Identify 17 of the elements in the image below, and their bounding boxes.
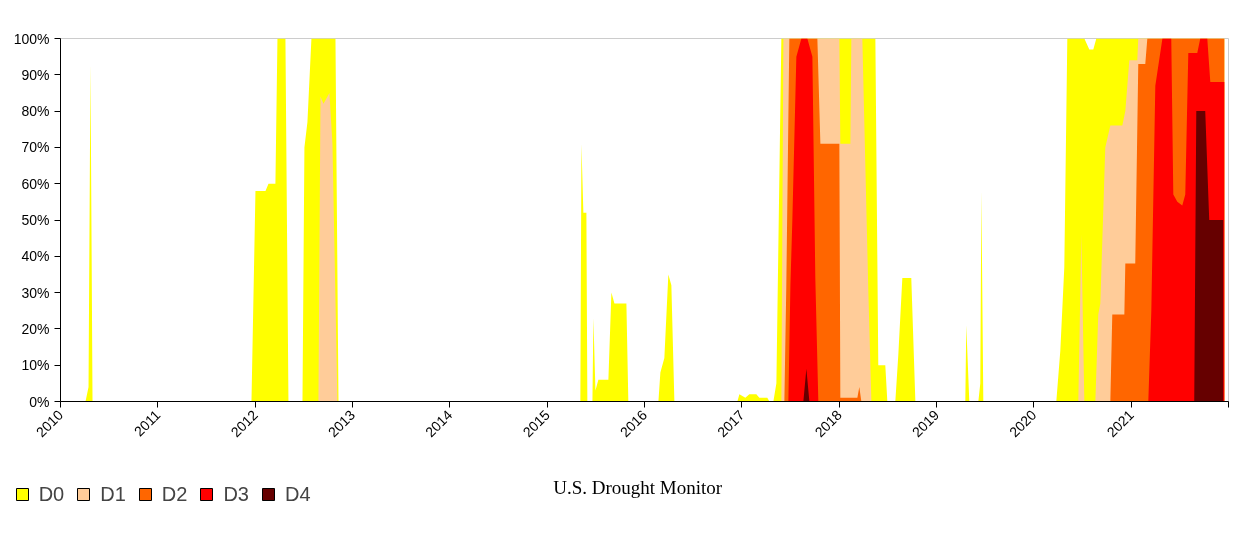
y-tick-label: 70% [21,139,50,156]
legend-label: D1 [100,482,126,506]
text: U.S. Drought Monitor [553,477,723,499]
y-tick-label: 90% [21,66,50,83]
legend-label: D0 [38,482,65,506]
y-tick-label: 20% [21,320,50,337]
y-tick-label: 60% [21,175,50,192]
y-tick-label: 40% [21,248,50,265]
y-tick-label: 100% [13,30,50,47]
legend-label: D3 [223,482,249,506]
y-tick-label: 10% [21,357,50,374]
y-tick-label: 80% [21,103,50,120]
y-tick-label: 0% [29,393,50,410]
legend-label: D2 [161,482,188,506]
y-tick-label: 50% [21,212,50,228]
y-tick-label: 30% [21,284,50,301]
legend-label: D4 [284,482,311,506]
